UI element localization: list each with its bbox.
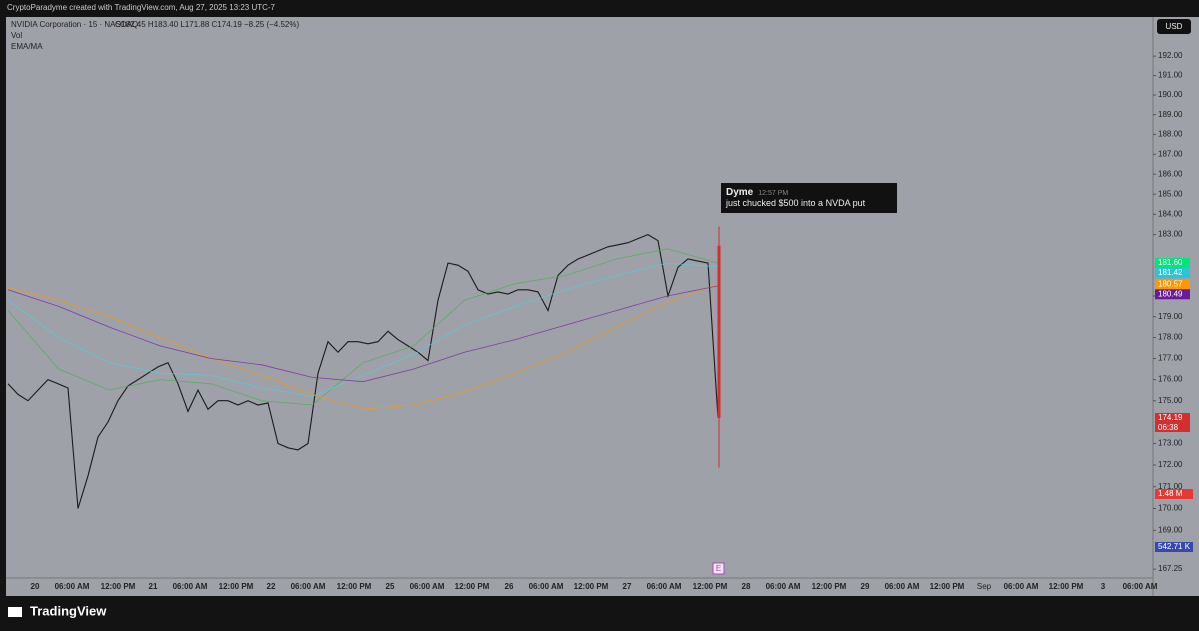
volume-label: 542.71 K — [1158, 542, 1191, 551]
y-tick-label: 175.00 — [1158, 396, 1183, 405]
y-tick-label: 172.00 — [1158, 460, 1183, 469]
countdown-box — [1155, 422, 1190, 432]
price-label-box — [1155, 279, 1190, 290]
x-tick-label: 12:00 PM — [1049, 582, 1084, 591]
x-tick-label: 20 — [31, 582, 40, 591]
indicator: Vol — [11, 31, 22, 40]
y-tick-label: 179.00 — [1158, 312, 1183, 321]
indicator: EMA/MA — [11, 42, 43, 51]
x-tick-label: 06:00 AM — [55, 582, 90, 591]
x-tick-label: 26 — [505, 582, 514, 591]
x-tick-label: 12:00 PM — [930, 582, 965, 591]
x-tick-label: 12:00 PM — [101, 582, 136, 591]
credit: CryptoParadyme created with TradingView.… — [7, 3, 276, 12]
x-tick-label: 12:00 PM — [693, 582, 728, 591]
x-tick-label: 06:00 AM — [1004, 582, 1039, 591]
time: 12:57 PM — [758, 190, 789, 197]
x-tick-label: 27 — [623, 582, 632, 591]
user: Dyme — [726, 187, 754, 198]
x-tick-label: 12:00 PM — [337, 582, 372, 591]
plot-area — [6, 17, 1153, 578]
brand: TradingView — [30, 603, 107, 618]
y-tick-label: 190.00 — [1158, 90, 1183, 99]
price-label-box — [1155, 268, 1190, 279]
price-label: 180.57 — [1158, 279, 1183, 288]
y-tick-label: 188.00 — [1158, 129, 1183, 138]
volume-label-box — [1155, 542, 1193, 552]
volume-label: 1.48 M — [1158, 489, 1183, 498]
y-tick-label: 184.00 — [1158, 209, 1183, 218]
price-label: 180.49 — [1158, 289, 1183, 298]
ema-line — [7, 262, 719, 397]
x-tick-label: 22 — [267, 582, 276, 591]
ema-line — [7, 248, 719, 406]
x-tick-label: 29 — [861, 582, 870, 591]
symbol: NVIDIA Corporation · 15 · NASDAQ — [11, 20, 138, 29]
y-tick-label: 183.00 — [1158, 230, 1183, 239]
y-tick-label: 176.00 — [1158, 375, 1183, 384]
x-tick-label: 06:00 AM — [410, 582, 445, 591]
x-tick-label: 06:00 AM — [291, 582, 326, 591]
volume-label-box — [1155, 489, 1193, 499]
y-tick-label: 177.00 — [1158, 354, 1183, 363]
x-tick-label: 21 — [149, 582, 158, 591]
price-label: 181.42 — [1158, 268, 1183, 277]
chat-tooltip: Dyme 12:57 PM just chucked $500 into a NVD… — [721, 183, 897, 213]
x-tick-label: 06:00 AM — [173, 582, 208, 591]
message: just chucked $500 into a NVDA put — [726, 198, 866, 208]
y-tick-label: 192.00 — [1158, 51, 1183, 60]
countdown: 06:38 — [1158, 423, 1179, 432]
x-tick-label: 06:00 AM — [885, 582, 920, 591]
x-tick-label: 12:00 PM — [812, 582, 847, 591]
ema-line — [7, 285, 719, 383]
x-tick-label: 25 — [386, 582, 395, 591]
earnings-box — [712, 562, 725, 575]
ohlc: O182.45 H183.40 L171.88 C174.19 −8.25 (−… — [115, 20, 299, 29]
x-tick-label: 12:00 PM — [455, 582, 490, 591]
y-tick-label: 173.00 — [1158, 439, 1183, 448]
x-tick-label: 12:00 PM — [574, 582, 609, 591]
x-tick-label: 06:00 AM — [529, 582, 564, 591]
currency-box[interactable] — [1157, 19, 1191, 34]
price-label-box — [1155, 258, 1190, 269]
x-tick-label: 06:00 AM — [766, 582, 801, 591]
currency[interactable]: USD — [1166, 22, 1183, 31]
y-tick-label: 171.00 — [1158, 482, 1183, 491]
y-tick-label: 191.00 — [1158, 71, 1183, 80]
price-label-box — [1155, 412, 1190, 423]
x-tick-label: 12:00 PM — [219, 582, 254, 591]
y-tick-label: 187.00 — [1158, 149, 1183, 158]
y-tick-label: 170.00 — [1158, 504, 1183, 513]
y-tick-label: 186.00 — [1158, 169, 1183, 178]
price-label-box — [1155, 289, 1190, 300]
price-label: 181.60 — [1158, 258, 1183, 267]
logo — [8, 607, 22, 617]
x-tick-label: 06:00 AM — [1123, 582, 1158, 591]
candle-body — [717, 245, 721, 418]
ema-line — [7, 283, 719, 410]
time-axis — [6, 578, 1153, 596]
price-axis — [1153, 17, 1199, 596]
y-tick-label: 169.00 — [1158, 526, 1183, 535]
x-tick-label: 06:00 AM — [647, 582, 682, 591]
y-tick-label: 189.00 — [1158, 110, 1183, 119]
x-tick-label: 28 — [742, 582, 751, 591]
x-tick-label: 3 — [1101, 582, 1106, 591]
y-tick-label: 185.00 — [1158, 189, 1183, 198]
y-tick-label: 178.00 — [1158, 333, 1183, 342]
y-tick-label: 167.25 — [1158, 564, 1183, 573]
price-label: 174.19 — [1158, 413, 1183, 422]
earnings-marker: E — [716, 564, 721, 573]
x-tick-label: Sep — [977, 582, 992, 591]
price-line — [7, 233, 719, 509]
